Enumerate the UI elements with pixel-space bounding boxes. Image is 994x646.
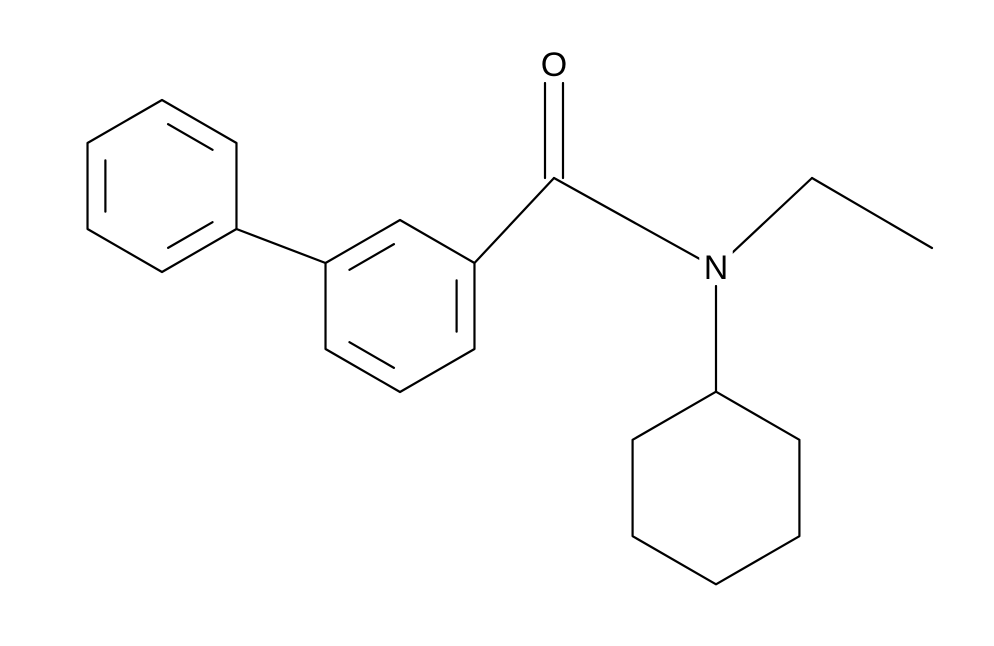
ethyl-c1-c2	[812, 178, 932, 248]
carbonyl-to-nitrogen	[554, 178, 702, 260]
oxygen-label: O	[541, 46, 567, 84]
cyclohexyl-ring	[633, 392, 800, 585]
phenyl-ring-2	[326, 220, 475, 392]
phenyl-ring-1	[88, 100, 237, 272]
molecule-diagram: ON	[0, 0, 994, 646]
nitrogen-label: N	[704, 249, 729, 287]
biphenyl-bond	[236, 229, 325, 263]
aryl-to-carbonyl	[474, 178, 554, 263]
n-to-ethyl-c1	[728, 178, 812, 257]
